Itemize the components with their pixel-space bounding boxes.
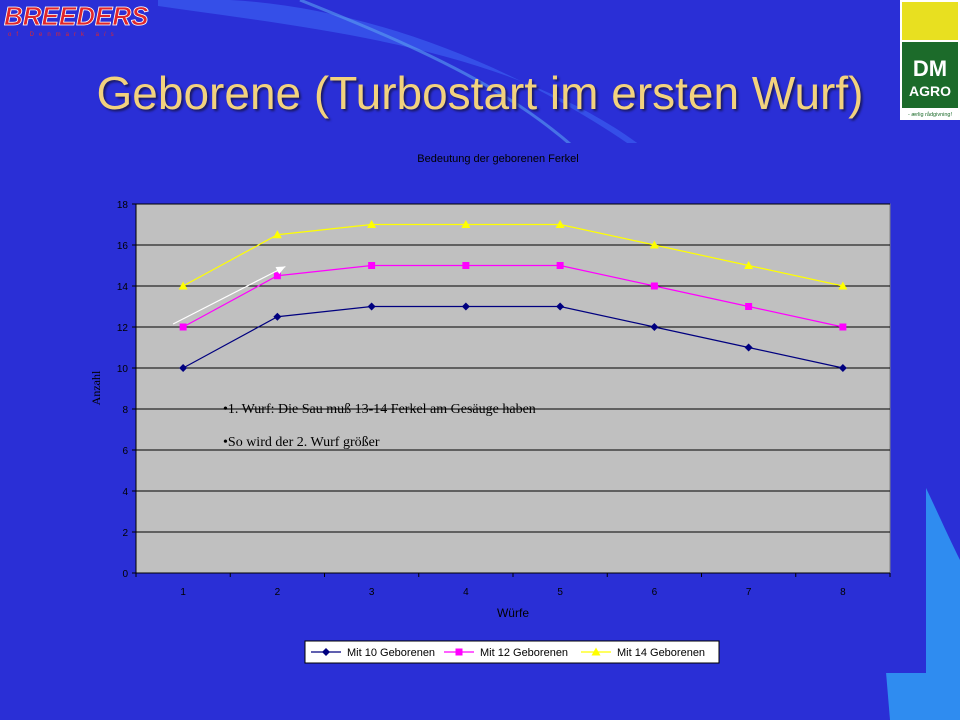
data-point: [744, 261, 754, 269]
chart-panel: Bedeutung der geborenen Ferkel 0 2 4 6 8 10 12…: [86, 143, 926, 673]
data-point: [368, 262, 376, 269]
chart-legend: Mit 10 Geborenen Mit 12 Geborenen Mit 14 G…: [304, 640, 720, 664]
dm-agro-tagline: - ærlig rådgivning!: [908, 111, 952, 118]
x-tick-label: 7: [746, 587, 752, 598]
data-point: [179, 364, 188, 372]
data-point: [649, 240, 659, 249]
y-tick-label: 6: [122, 446, 128, 457]
legend-item: Mit 12 Geborenen: [444, 647, 568, 659]
legend-label: Mit 10 Geborenen: [347, 647, 435, 659]
y-tick-label: 8: [122, 405, 128, 416]
data-point: [745, 303, 753, 310]
data-point: [461, 220, 471, 228]
x-axis-label: Würfe: [497, 606, 529, 620]
series-line-1: [182, 305, 844, 369]
legend-marker: [591, 647, 601, 656]
line-chart: Bedeutung der geborenen Ferkel 024681012…: [86, 143, 926, 673]
data-point: [744, 343, 753, 352]
breeders-logo: BREEDERS of Denmark a/s: [2, 0, 158, 40]
data-point: [555, 220, 565, 228]
data-point: [838, 364, 847, 372]
x-tick-label: 8: [840, 587, 846, 598]
y-tick-label: 10: [117, 364, 129, 375]
data-point: [556, 302, 565, 311]
x-tick-label: 4: [463, 587, 469, 598]
x-tick-label: 1: [180, 587, 186, 598]
x-tick-labels: 1 2 3 4 5 6 7 8: [180, 587, 846, 598]
legend-label: Mit 12 Geborenen: [480, 647, 568, 659]
data-point: [272, 230, 282, 239]
series-1: [179, 302, 847, 372]
grid-lines: [132, 203, 891, 577]
annotation-arrow-head: [275, 266, 286, 275]
breeders-logo-text: BREEDERS: [4, 1, 149, 31]
y-tick-label: 4: [122, 487, 128, 498]
data-point: [839, 323, 847, 331]
y-tick-labels: 0 2 4 6 8 10 12 14 16 18: [117, 200, 129, 580]
plot-area: [135, 203, 891, 574]
annotation-2: •So wird der 2. Wurf größer: [223, 435, 380, 450]
series-group: [178, 220, 848, 372]
dm-agro-logo-text: DM: [913, 56, 947, 81]
data-point: [273, 272, 281, 280]
x-tick-label: 5: [557, 587, 563, 598]
y-tick-label: 0: [122, 569, 128, 580]
legend-item: Mit 10 Geborenen: [311, 647, 435, 659]
data-point: [462, 262, 470, 269]
y-tick-label: 14: [117, 282, 129, 293]
data-point: [367, 302, 376, 311]
y-axis-label: Anzahl: [89, 370, 103, 405]
data-point: [650, 282, 658, 290]
y-tick-label: 16: [117, 241, 129, 252]
series-line-3: [182, 223, 844, 287]
data-point: [650, 323, 659, 331]
data-point: [179, 323, 187, 331]
series-2: [179, 262, 847, 331]
data-point: [178, 281, 188, 290]
bg-curve-upper: [120, 0, 760, 260]
dm-agro-logo: DM AGRO - ærlig rådgivning!: [900, 0, 960, 120]
chart-title: Bedeutung der geborenen Ferkel: [417, 153, 578, 165]
annotation-1: •1. Wurf: Die Sau muß 13-14 Ferkel am Ge…: [223, 402, 536, 417]
data-point: [838, 281, 848, 290]
series-3: [178, 220, 848, 290]
slide-title: Geborene (Turbostart im ersten Wurf): [96, 67, 864, 119]
legend-item: Mit 14 Geborenen: [581, 647, 705, 659]
x-tick-label: 6: [652, 587, 658, 598]
legend-box: [304, 640, 720, 664]
y-tick-label: 18: [117, 200, 129, 211]
y-tick-label: 12: [117, 323, 129, 334]
annotation-arrow: [172, 265, 286, 325]
data-point: [556, 262, 564, 269]
data-point: [461, 302, 470, 311]
x-tick-label: 3: [369, 587, 375, 598]
dm-agro-logo-subtext: AGRO: [909, 83, 951, 99]
data-point: [367, 220, 377, 228]
legend-label: Mit 14 Geborenen: [617, 647, 705, 659]
legend-marker: [455, 648, 463, 656]
series-line-2: [182, 264, 844, 328]
data-point: [273, 312, 282, 321]
breeders-logo-subtext: of Denmark a/s: [8, 32, 119, 38]
x-tick-label: 2: [275, 587, 281, 598]
legend-marker: [322, 648, 330, 656]
y-tick-label: 2: [122, 528, 128, 539]
